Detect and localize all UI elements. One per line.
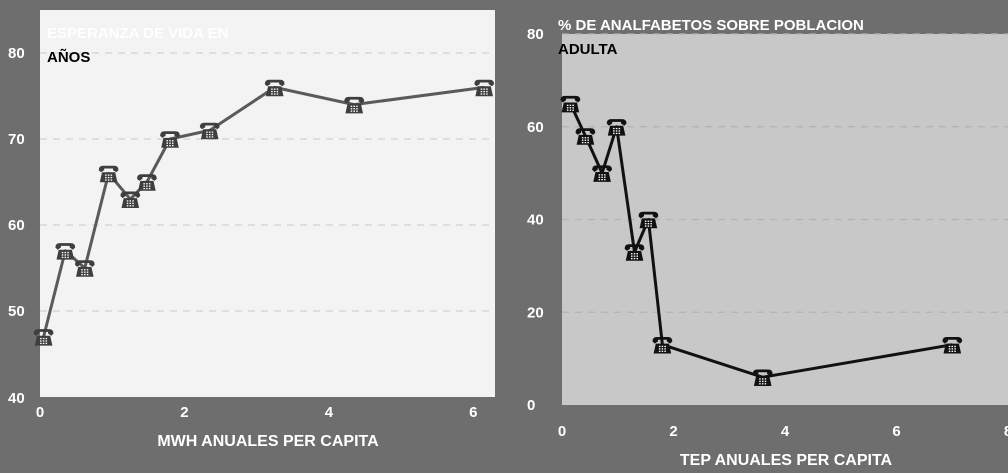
telephone-icon bbox=[560, 95, 581, 113]
chart-title-line1: % DE ANALFABETOS SOBRE POBLACION bbox=[558, 17, 864, 34]
telephone-icon bbox=[638, 211, 659, 229]
x-tick-label: 4 bbox=[781, 423, 790, 440]
chart-panel-2: 0 20 40 60 80 0 2 4 6 8 TEP ANUALES PER CAPITA % DE… bbox=[527, 17, 1008, 469]
x-tick-label: 0 bbox=[36, 404, 44, 421]
y-tick-label: 80 bbox=[8, 45, 25, 62]
y-tick-label: 70 bbox=[8, 131, 25, 148]
telephone-icon bbox=[344, 96, 365, 114]
telephone-icon bbox=[137, 174, 157, 191]
x-tick-label: 8 bbox=[1004, 423, 1008, 440]
telephone-icon bbox=[592, 165, 612, 182]
y-tick-label: 20 bbox=[527, 304, 544, 321]
chart-panel-1: 40 50 60 70 80 0 2 4 6 MWH ANUALES PER CAPITA ESPE… bbox=[8, 10, 495, 450]
telephone-icon bbox=[752, 369, 773, 386]
x-tick-label: 2 bbox=[669, 423, 677, 440]
telephone-icon bbox=[606, 119, 627, 136]
y-tick-label: 80 bbox=[527, 26, 544, 43]
chart-title-line1: ESPERANZA DE VIDA EN bbox=[47, 25, 228, 42]
telephone-icon bbox=[652, 337, 673, 354]
telephone-icon bbox=[474, 79, 495, 97]
y-tick-label: 60 bbox=[8, 217, 25, 234]
telephone-icon bbox=[55, 243, 76, 260]
telephone-icon bbox=[199, 122, 220, 140]
x-axis-label: TEP ANUALES PER CAPITA bbox=[680, 452, 893, 468]
y-tick-label: 40 bbox=[8, 390, 25, 407]
telephone-icon bbox=[264, 79, 285, 97]
x-tick-label: 6 bbox=[469, 404, 477, 421]
y-tick-label: 60 bbox=[527, 119, 544, 136]
x-tick-label: 4 bbox=[325, 404, 334, 421]
y-tick-label: 40 bbox=[527, 212, 544, 229]
telephone-icon bbox=[120, 191, 141, 208]
chart-title-line2: AÑOS bbox=[47, 48, 90, 66]
plot-area bbox=[40, 10, 495, 397]
x-tick-label: 0 bbox=[558, 423, 566, 440]
telephone-icon bbox=[624, 244, 645, 261]
telephone-icon bbox=[98, 165, 119, 183]
x-tick-label: 2 bbox=[180, 404, 188, 421]
telephone-icon bbox=[33, 329, 54, 346]
x-tick-label: 6 bbox=[892, 423, 900, 440]
telephone-icon bbox=[575, 128, 596, 145]
telephone-icon bbox=[942, 337, 963, 354]
y-tick-label: 50 bbox=[8, 303, 25, 320]
telephone-icon bbox=[160, 131, 180, 148]
y-tick-label: 0 bbox=[527, 397, 535, 414]
telephone-icon bbox=[74, 260, 95, 277]
chart-title-line2: ADULTA bbox=[558, 41, 618, 58]
x-axis-label: MWH ANUALES PER CAPITA bbox=[157, 433, 379, 450]
